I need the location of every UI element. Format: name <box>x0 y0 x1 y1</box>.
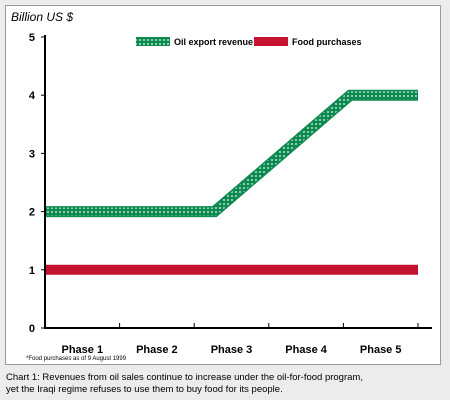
legend-swatch-oil-export-revenue <box>136 37 170 46</box>
x-tick-label-phase-1: Phase 1 <box>62 344 104 356</box>
y-tick-label: 5 <box>29 32 35 44</box>
x-tick-label-phase-4: Phase 4 <box>285 344 327 356</box>
y-tick-label: 4 <box>29 90 36 102</box>
x-tick-label-phase-3: Phase 3 <box>211 344 253 356</box>
y-tick-label: 3 <box>29 148 35 160</box>
chart-caption: Chart 1: Revenues from oil sales continu… <box>6 372 446 396</box>
legend-label-oil-export-revenue: Oil export revenue <box>174 37 253 47</box>
series-line-oil-export-revenue <box>45 91 418 216</box>
footnote: *Food purchases as of 9 August 1999 <box>26 356 127 362</box>
legend: Oil export revenue Food purchases <box>136 37 362 47</box>
y-axis-label: Billion US $ <box>11 10 73 24</box>
y-axis-ticks: 0 1 2 3 4 5 <box>29 32 45 335</box>
y-tick-label: 1 <box>29 265 35 277</box>
y-tick-label: 2 <box>29 207 35 219</box>
legend-swatch-food-purchases <box>254 37 288 46</box>
x-tick-label-phase-5: Phase 5 <box>360 344 402 356</box>
caption-line-1: Chart 1: Revenues from oil sales continu… <box>6 372 363 383</box>
x-axis-ticks: Phase 1 Phase 2 Phase 3 Phase 4 Phase 5 <box>62 323 419 356</box>
series-layer <box>45 89 418 275</box>
caption-line-2: yet the Iraqi regime refuses to use them… <box>6 384 283 395</box>
x-tick-label-phase-2: Phase 2 <box>136 344 178 356</box>
y-tick-label: 0 <box>29 323 35 335</box>
legend-label-food-purchases: Food purchases <box>292 37 362 47</box>
